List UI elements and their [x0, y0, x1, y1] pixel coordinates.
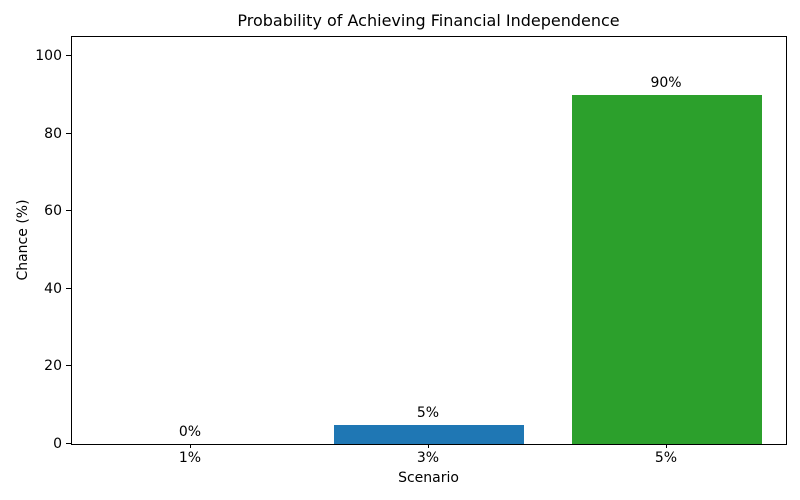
bar-3% — [334, 425, 524, 444]
plot-area — [71, 36, 787, 445]
y-tick-label: 100 — [35, 48, 62, 64]
x-tick-label: 1% — [178, 450, 202, 466]
y-tick-mark — [66, 133, 71, 134]
bar-value-label: 0% — [178, 424, 202, 440]
y-tick-label: 60 — [44, 203, 62, 219]
x-axis-label: Scenario — [398, 470, 459, 486]
y-tick-label: 40 — [44, 281, 62, 297]
bar-value-label: 5% — [416, 405, 440, 421]
y-tick-mark — [66, 210, 71, 211]
x-tick-mark — [428, 444, 429, 448]
y-tick-mark — [66, 288, 71, 289]
bar-value-label: 90% — [650, 75, 682, 91]
bar-5% — [572, 95, 762, 444]
x-tick-label: 3% — [416, 450, 440, 466]
x-tick-mark — [190, 444, 191, 448]
y-tick-label: 0 — [53, 436, 62, 452]
chart-title: Probability of Achieving Financial Indep… — [237, 11, 620, 30]
y-tick-mark — [66, 443, 71, 444]
y-tick-label: 20 — [44, 358, 62, 374]
y-tick-label: 80 — [44, 126, 62, 142]
x-tick-label: 5% — [654, 450, 678, 466]
y-tick-mark — [66, 365, 71, 366]
x-tick-mark — [666, 444, 667, 448]
y-tick-mark — [66, 55, 71, 56]
